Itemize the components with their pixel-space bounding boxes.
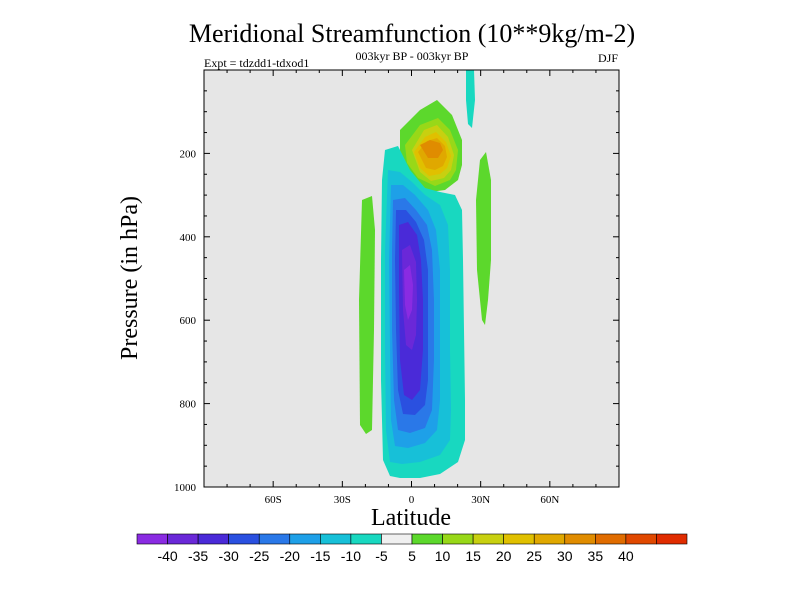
colorbar-swatch: [167, 533, 199, 545]
colorbar-swatch: [381, 533, 413, 545]
positive-band-north: [476, 152, 491, 325]
colorbar-label: -5: [375, 548, 388, 564]
colorbar-swatch: [503, 533, 535, 545]
colorbar-swatch: [350, 533, 382, 545]
colorbar-label: -25: [249, 548, 269, 564]
chart-subtitle: 003kyr BP - 003kyr BP: [356, 49, 469, 63]
negative-cell-minimum: [404, 265, 413, 320]
colorbar-label: 5: [408, 548, 416, 564]
colorbar-swatch: [197, 533, 229, 545]
colorbar-label: -10: [341, 548, 361, 564]
contour-fills: [359, 70, 491, 478]
colorbar-label: 30: [557, 548, 573, 564]
y-tick-label: 800: [180, 399, 197, 411]
x-tick-label: 30S: [334, 494, 351, 506]
colorbar-swatch: [289, 533, 321, 545]
positive-band-south: [359, 196, 375, 434]
y-tick-label: 200: [180, 148, 197, 160]
y-axis-ticks: 200 400 600 800 1000: [174, 90, 619, 494]
x-axis-ticks: 60S 30S 0 30N 60N: [226, 70, 597, 506]
colorbar-label: -30: [219, 548, 239, 564]
x-tick-label: 60S: [265, 494, 282, 506]
colorbar-swatch: [320, 533, 352, 545]
y-tick-label: 1000: [174, 482, 197, 494]
colorbar-swatch: [411, 533, 443, 545]
x-tick-label: 30N: [471, 494, 490, 506]
colorbar-swatch: [595, 533, 627, 545]
x-tick-label: 0: [409, 494, 415, 506]
x-axis-label: Latitude: [371, 505, 451, 531]
y-axis-label: Pressure (in hPa): [117, 196, 143, 360]
x-tick-label: 60N: [540, 494, 559, 506]
colorbar-label: 35: [588, 548, 604, 564]
colorbar-swatch: [533, 533, 566, 545]
negative-column-top: [466, 70, 475, 128]
colorbar-swatch: [228, 533, 260, 545]
colorbar-swatch: [442, 533, 474, 545]
colorbar-swatch: [656, 533, 688, 545]
season-label: DJF: [598, 51, 618, 65]
y-tick-label: 600: [180, 315, 197, 327]
y-tick-label: 400: [180, 232, 197, 244]
positive-cell-contour-30: [420, 140, 443, 158]
colorbar-swatch: [564, 533, 596, 545]
colorbar-label: -40: [157, 548, 177, 564]
colorbar-swatch: [136, 533, 168, 545]
colorbar-label: 10: [435, 548, 451, 564]
colorbar-label: 40: [618, 548, 634, 564]
colorbar-swatch: [625, 533, 657, 545]
colorbar-label: 15: [465, 548, 481, 564]
colorbar-swatch: [258, 533, 291, 545]
colorbar-label: -15: [310, 548, 330, 564]
colorbar-label: -35: [188, 548, 208, 564]
chart-title: Meridional Streamfunction (10**9kg/m-2): [189, 19, 635, 48]
colorbar: -40 -35 -30 -25 -20 -15 -10 -5 5 10 15 20 25 30 35 40: [136, 533, 688, 564]
experiment-label: Expt = tdzdd1-tdxod1: [204, 56, 309, 70]
colorbar-label: 20: [496, 548, 512, 564]
colorbar-swatch: [472, 533, 504, 545]
colorbar-label: 25: [526, 548, 542, 564]
colorbar-label: -20: [280, 548, 300, 564]
